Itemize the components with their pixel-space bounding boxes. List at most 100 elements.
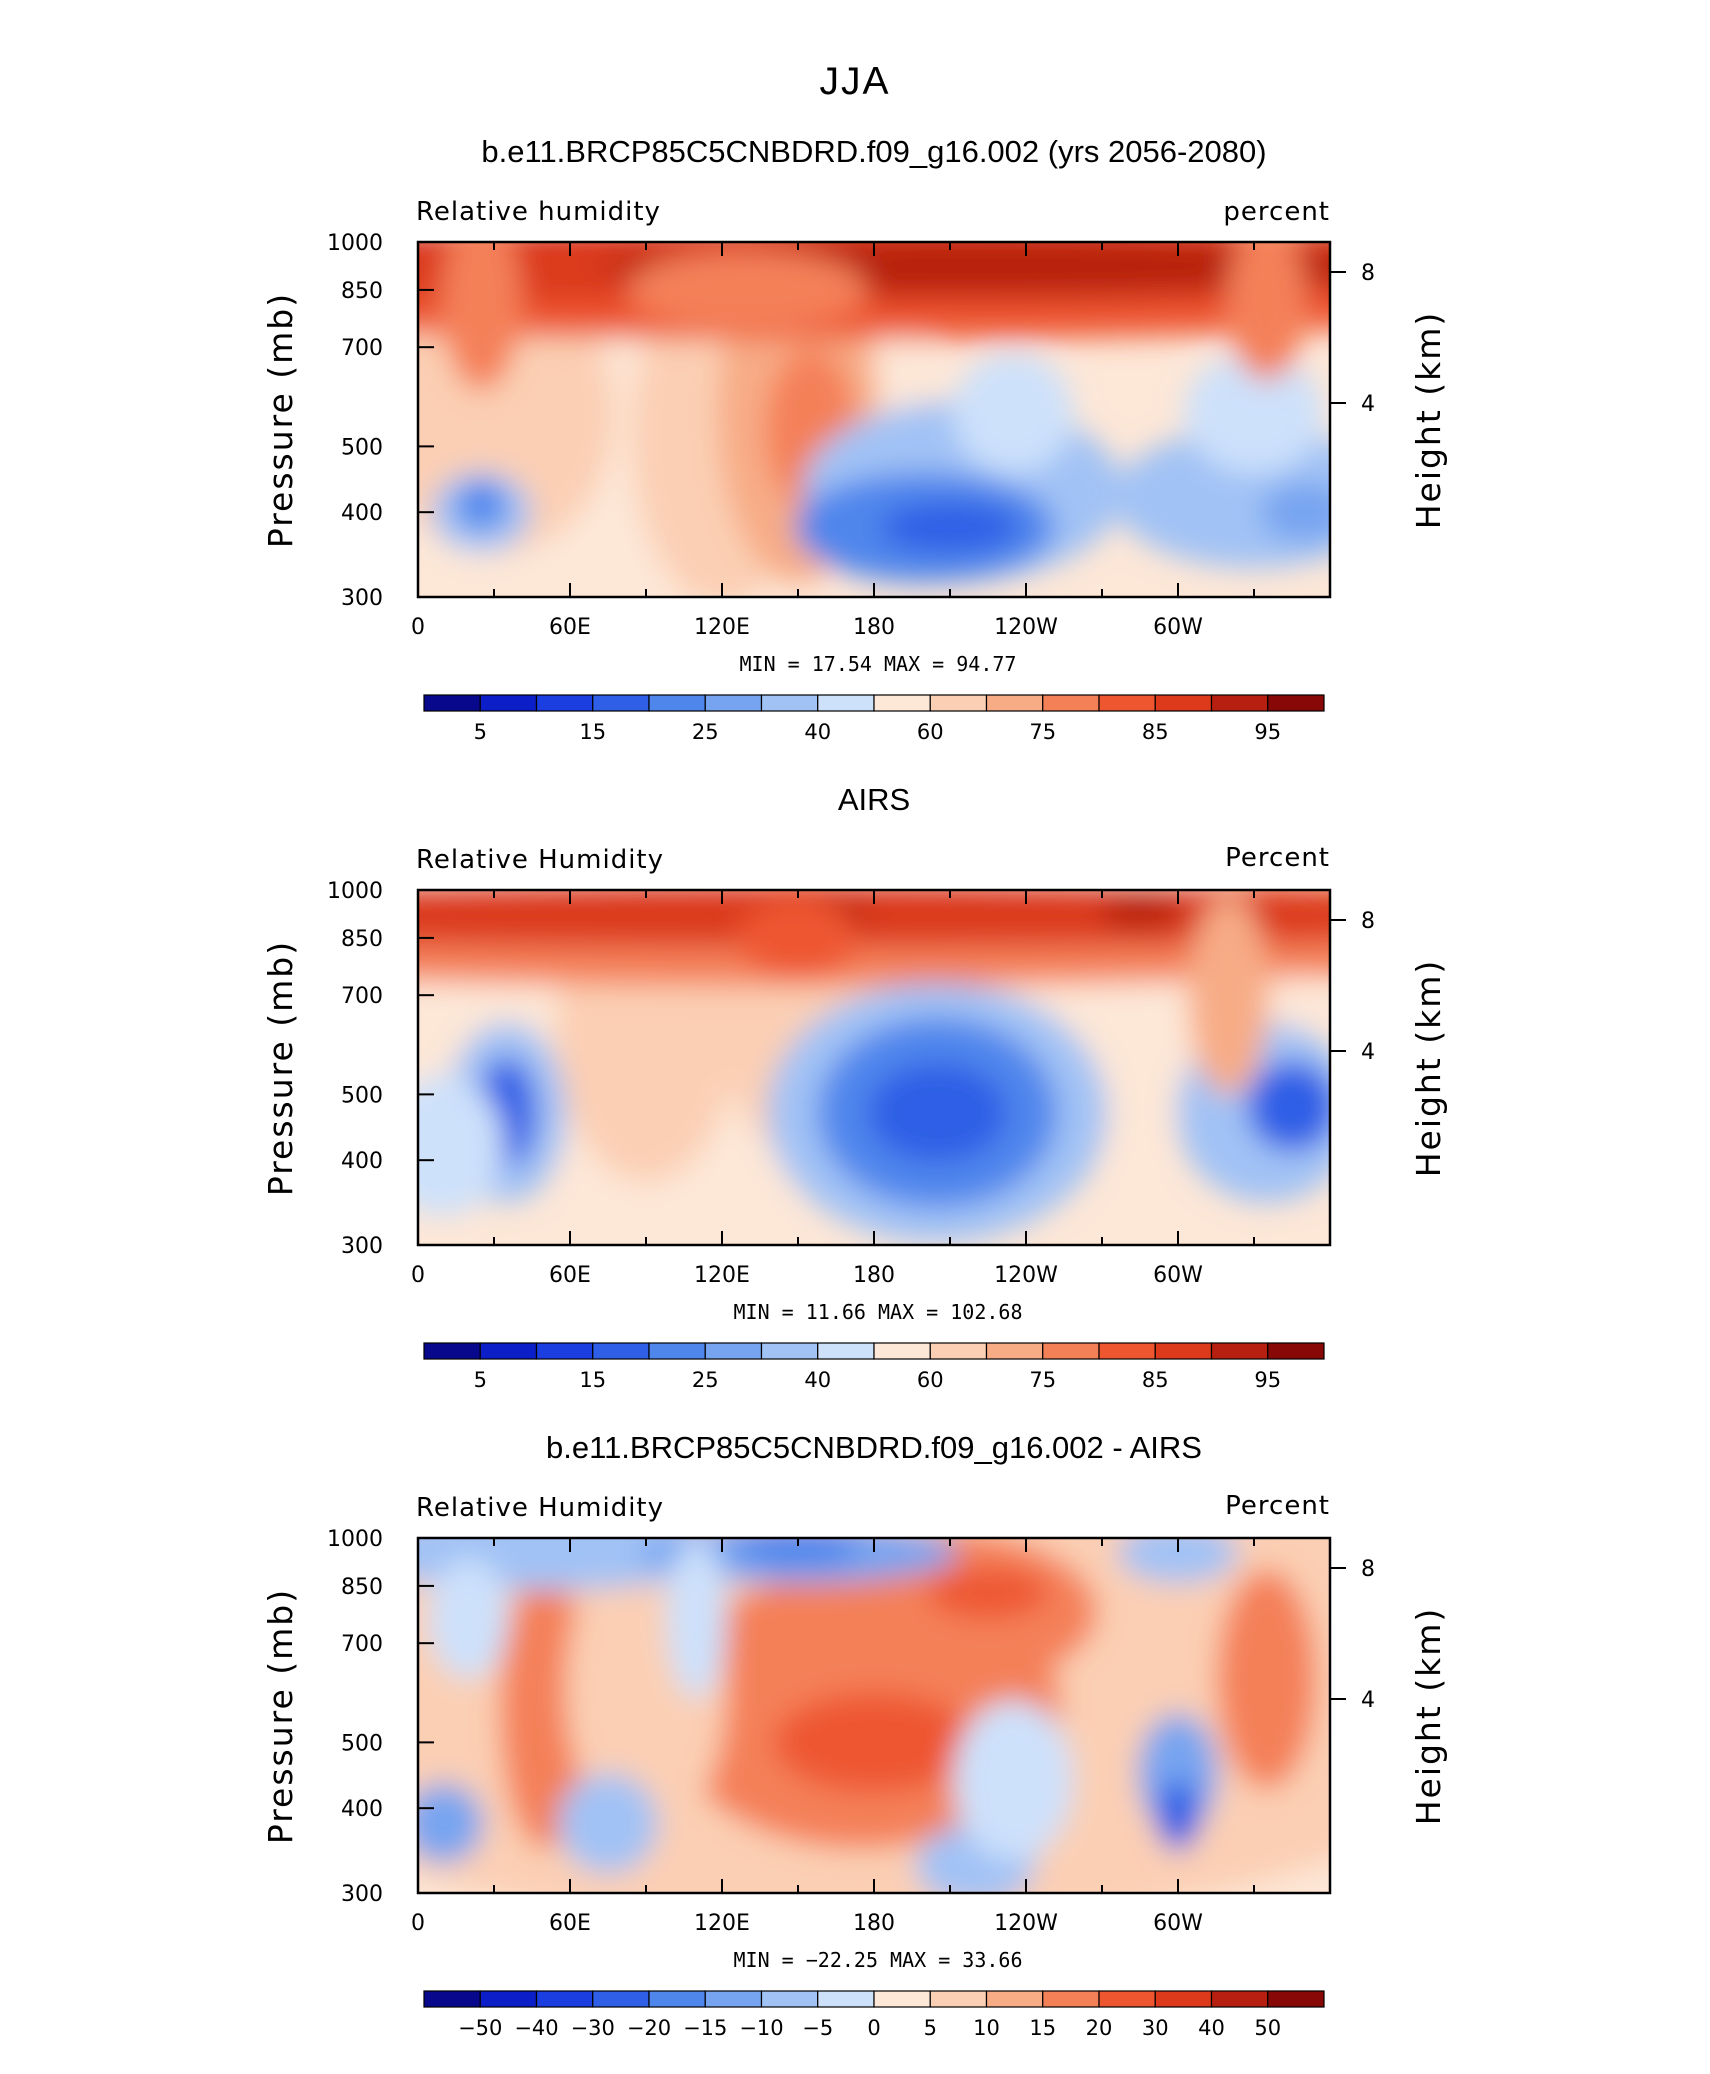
colorbar-label: −50 bbox=[458, 2016, 502, 2040]
contour-region bbox=[774, 1692, 974, 1793]
colorbar-label: 10 bbox=[973, 2016, 1000, 2040]
colorbar-swatch bbox=[1042, 1342, 1100, 1360]
colorbar-label: 75 bbox=[1029, 720, 1056, 744]
colorbar-swatch bbox=[1154, 1342, 1213, 1360]
variable-label: Relative Humidity bbox=[416, 845, 664, 875]
contour-region bbox=[928, 1567, 1048, 1618]
colorbar-label: 85 bbox=[1142, 1368, 1169, 1392]
panel-2: AIRS Relative Humidity Percent 0 60E 120E 180 1… bbox=[261, 782, 1448, 1392]
contour-region bbox=[867, 1062, 1008, 1163]
colorbar-swatch bbox=[929, 1990, 988, 2008]
colorbar-swatch bbox=[817, 1342, 875, 1360]
units-label: Percent bbox=[1225, 1491, 1330, 1521]
colorbar-swatch bbox=[1267, 1342, 1325, 1360]
min-max-readout: MIN = −22.25 MAX = 33.66 bbox=[734, 1948, 1023, 1972]
colorbar-swatch bbox=[929, 694, 988, 712]
colorbar-swatch bbox=[1267, 694, 1325, 712]
colorbar-swatch bbox=[648, 694, 706, 712]
colorbar-swatch bbox=[817, 694, 875, 712]
colorbar-label: −15 bbox=[683, 2016, 727, 2040]
min-max-readout: MIN = 11.66 MAX = 102.68 bbox=[734, 1300, 1023, 1324]
contour-region bbox=[1100, 893, 1180, 930]
x-tick-label: 60E bbox=[549, 1263, 591, 1288]
x-tick-label: 0 bbox=[411, 1911, 425, 1936]
x-tick-label: 60W bbox=[1153, 1263, 1203, 1288]
colorbar-swatch bbox=[648, 1990, 706, 2008]
colorbar-swatch bbox=[1210, 1342, 1269, 1360]
x-tick-label: 120E bbox=[694, 615, 750, 640]
y-tick-label: 400 bbox=[341, 1797, 383, 1822]
colorbar-label: 60 bbox=[917, 1368, 944, 1392]
colorbar: −50 −40 −30 −20 −15 −10 −5 0 5 10 15 20 30 40 50 bbox=[423, 1990, 1325, 2040]
colorbar-label: 75 bbox=[1029, 1368, 1056, 1392]
x-tick-label: 180 bbox=[853, 615, 895, 640]
y-tick-label: 850 bbox=[341, 279, 383, 304]
colorbar-label: 95 bbox=[1254, 720, 1281, 744]
contour-field bbox=[418, 1538, 1330, 1893]
contour-region bbox=[418, 1783, 484, 1864]
y2-axis-label: Height (km) bbox=[1409, 959, 1448, 1178]
y-tick-label: 700 bbox=[341, 336, 383, 361]
colorbar-swatch bbox=[704, 694, 763, 712]
y-tick-label: 1000 bbox=[327, 231, 383, 256]
contour-region bbox=[1226, 242, 1307, 381]
colorbar-swatch bbox=[985, 694, 1044, 712]
contour-region bbox=[418, 890, 1330, 947]
panel-3: b.e11.BRCP85C5CNBDRD.f09_g16.002 - AIRS R… bbox=[261, 1430, 1448, 2040]
colorbar-label: 0 bbox=[867, 2016, 880, 2040]
contour-region bbox=[499, 1568, 590, 1849]
colorbar-swatch bbox=[479, 1990, 538, 2008]
colorbar-swatch bbox=[873, 694, 931, 712]
y-axis-label: Pressure (mb) bbox=[261, 292, 300, 548]
contour-field bbox=[418, 242, 1330, 597]
colorbar-swatch bbox=[479, 694, 538, 712]
colorbar-swatch bbox=[1042, 694, 1100, 712]
colorbar-label: 15 bbox=[579, 720, 606, 744]
colorbar-label: 5 bbox=[924, 2016, 937, 2040]
contour-region bbox=[1259, 482, 1330, 543]
colorbar-label: 60 bbox=[917, 720, 944, 744]
x-tick-label: 120W bbox=[994, 1263, 1058, 1288]
colorbar-swatch bbox=[704, 1342, 763, 1360]
colorbar-swatch bbox=[535, 1990, 594, 2008]
contour-region bbox=[666, 1538, 727, 1699]
colorbar-swatch bbox=[423, 694, 481, 712]
y-tick-label: 700 bbox=[341, 984, 383, 1009]
figure-title: JJA bbox=[819, 60, 890, 103]
contour-region bbox=[456, 479, 507, 530]
y2-tick-label: 4 bbox=[1361, 392, 1375, 417]
variable-label: Relative humidity bbox=[416, 197, 661, 227]
colorbar-swatch bbox=[479, 1342, 538, 1360]
contour-region bbox=[953, 1700, 1074, 1861]
y-tick-label: 300 bbox=[341, 1234, 383, 1259]
colorbar-swatch bbox=[535, 1342, 594, 1360]
contour-region bbox=[1184, 352, 1324, 473]
colorbar-swatch bbox=[760, 694, 819, 712]
colorbar-swatch bbox=[985, 1990, 1044, 2008]
colorbar-label: 85 bbox=[1142, 720, 1169, 744]
units-label: Percent bbox=[1225, 843, 1330, 873]
y-tick-label: 700 bbox=[341, 1632, 383, 1657]
colorbar-label: 40 bbox=[804, 1368, 831, 1392]
colorbar-swatch bbox=[648, 1342, 706, 1360]
panel-title: b.e11.BRCP85C5CNBDRD.f09_g16.002 (yrs 20… bbox=[481, 134, 1266, 169]
units-label: percent bbox=[1223, 197, 1330, 227]
colorbar: 5 15 25 40 60 75 85 95 bbox=[423, 694, 1325, 744]
colorbar-swatch bbox=[760, 1990, 819, 2008]
x-tick-label: 120E bbox=[694, 1263, 750, 1288]
colorbar-label: 25 bbox=[692, 720, 719, 744]
contour-region bbox=[1247, 1061, 1330, 1152]
y2-axis-label: Height (km) bbox=[1409, 311, 1448, 530]
contour-region bbox=[418, 1075, 504, 1216]
y-tick-label: 1000 bbox=[327, 879, 383, 904]
y-tick-label: 500 bbox=[341, 1083, 383, 1108]
colorbar-swatch bbox=[592, 694, 650, 712]
x-tick-label: 60W bbox=[1153, 1911, 1203, 1936]
colorbar-label: −20 bbox=[627, 2016, 671, 2040]
contour-region bbox=[441, 242, 522, 391]
y-tick-label: 300 bbox=[341, 1882, 383, 1907]
x-tick-label: 60W bbox=[1153, 615, 1203, 640]
contour-region bbox=[1188, 895, 1269, 1096]
y-tick-label: 500 bbox=[341, 435, 383, 460]
